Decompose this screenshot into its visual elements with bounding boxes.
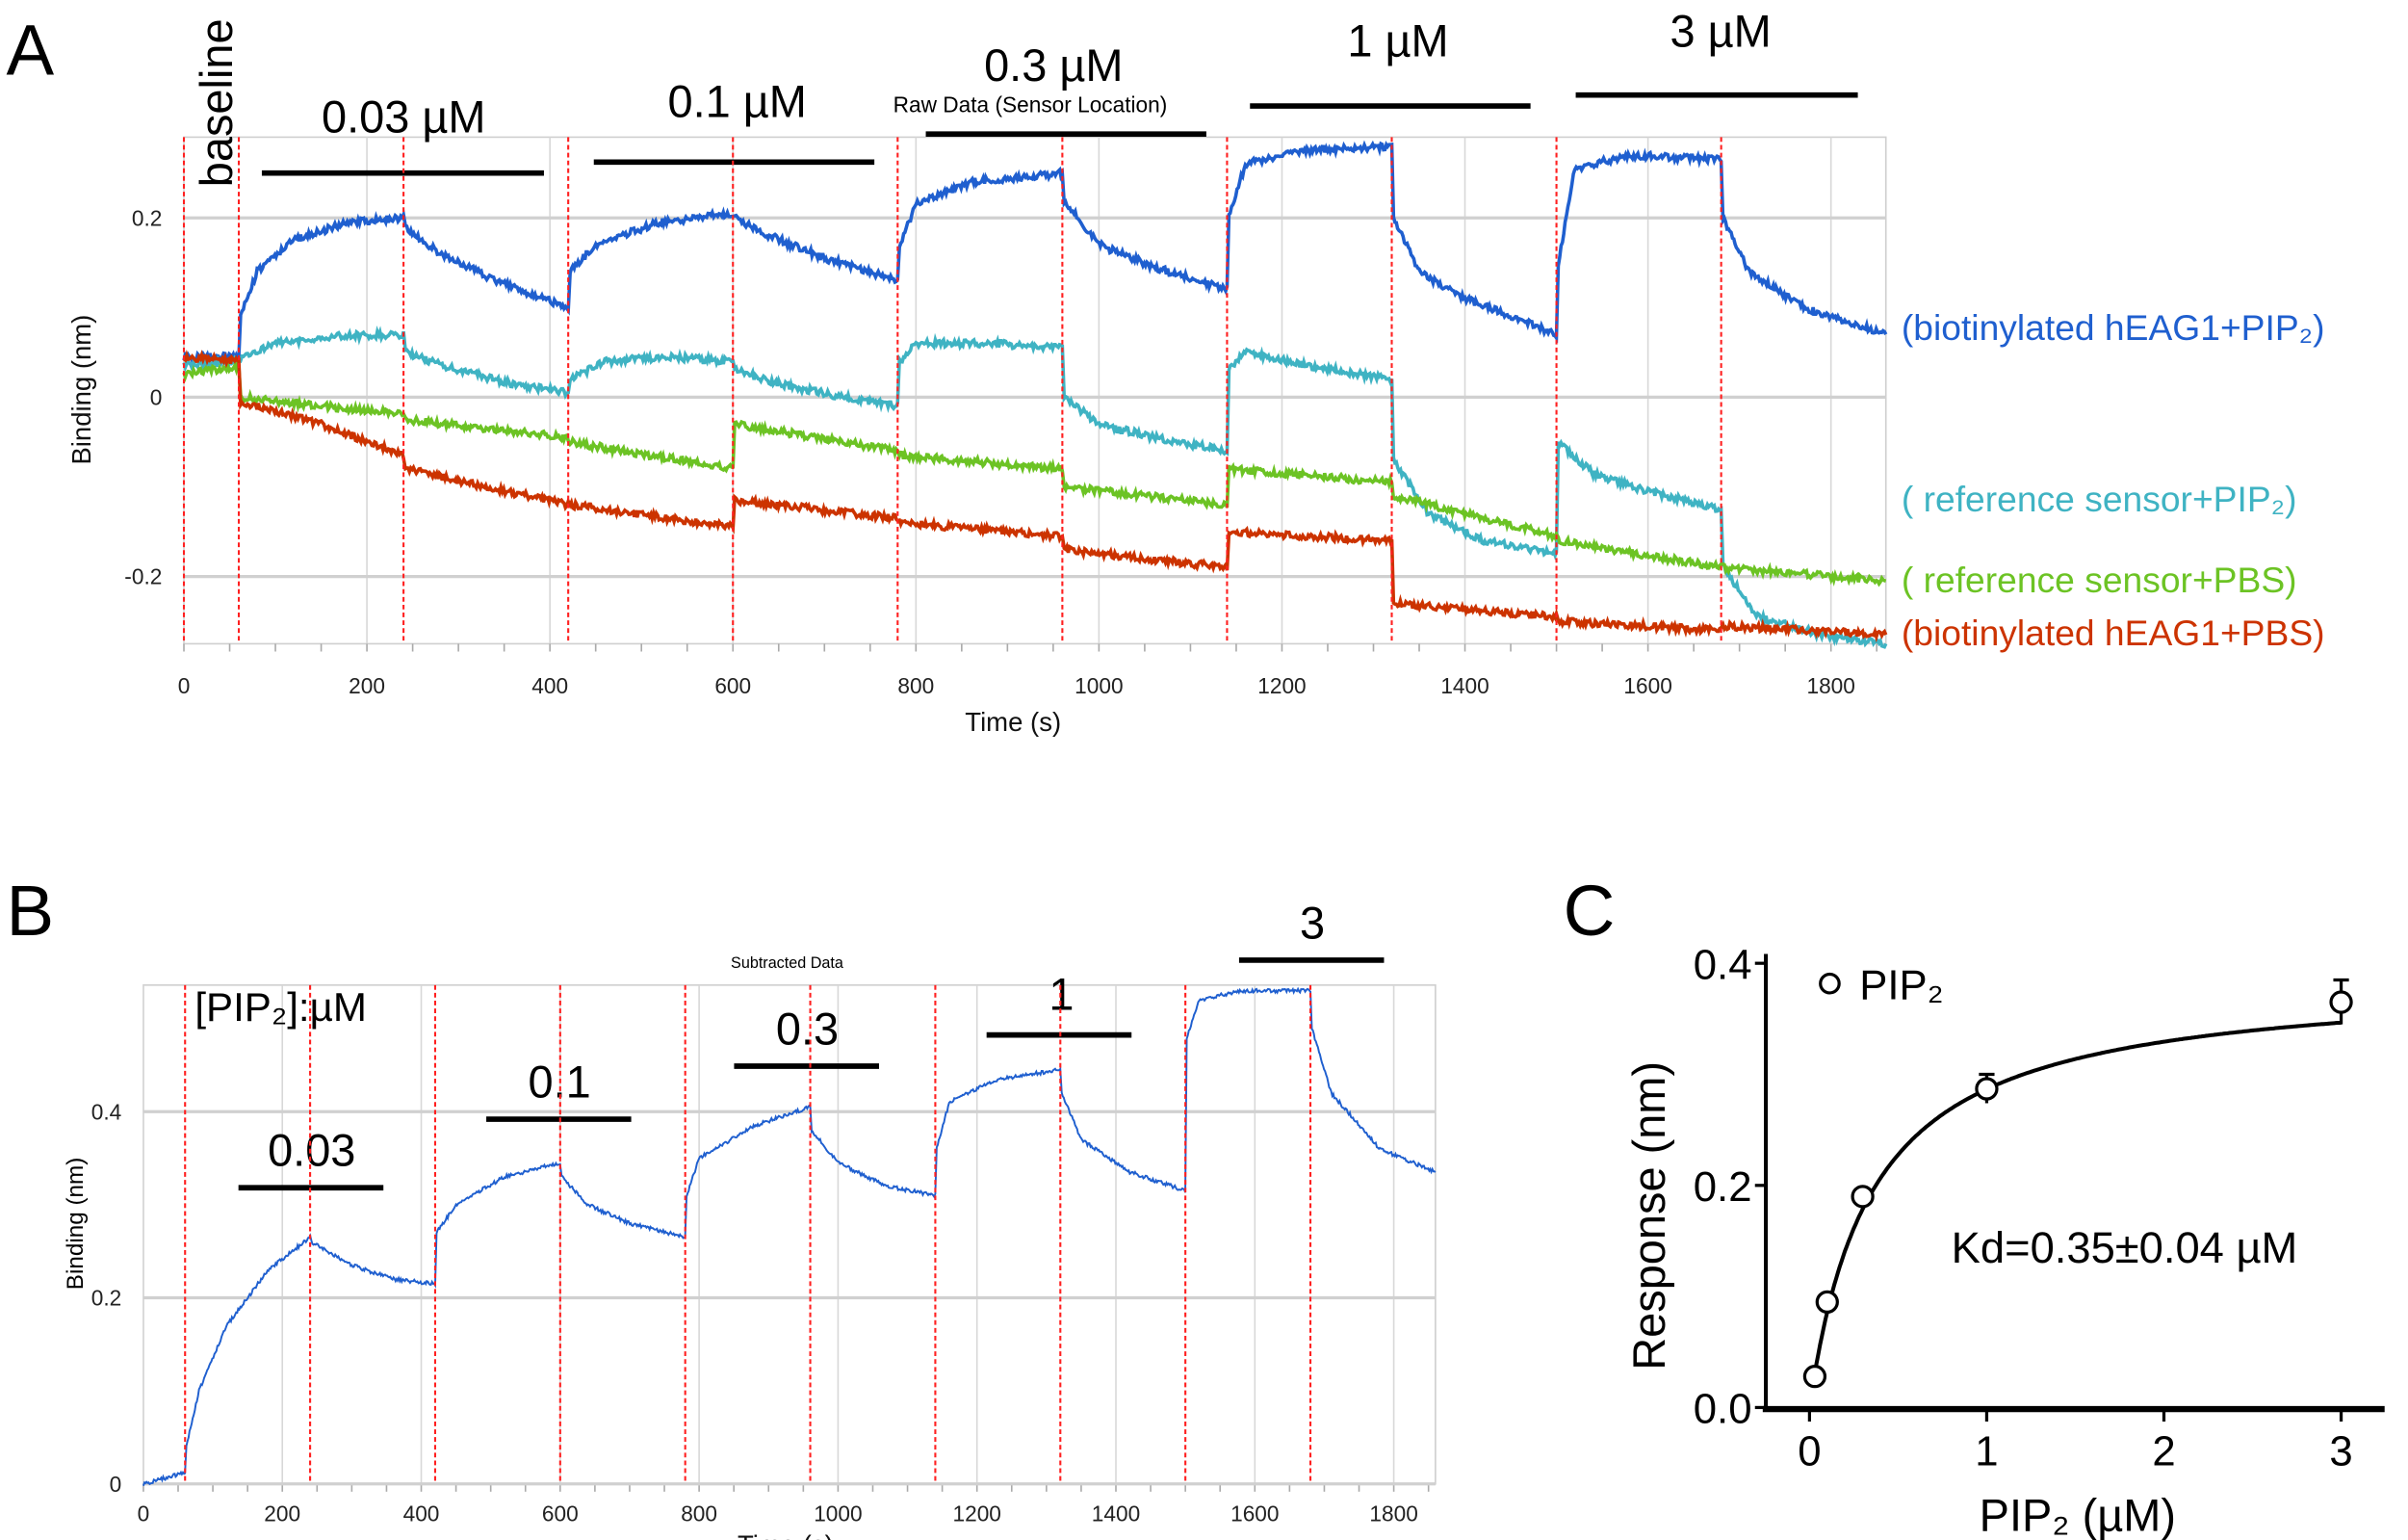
step-label-0.03: 0.03 xyxy=(268,1126,355,1176)
x-tick-label: 800 xyxy=(897,673,934,698)
y-tick-label: -0.2 xyxy=(124,564,162,589)
x-tick-label: 200 xyxy=(264,1501,300,1527)
data-point xyxy=(1815,1290,1839,1315)
step-label-1: 1 µM xyxy=(1347,15,1448,65)
y-tick-label: 0.2 xyxy=(1694,1163,1752,1211)
series-line-1 xyxy=(182,326,1888,649)
x-tick-label: 600 xyxy=(714,673,751,698)
legend-label-pip2: PIP₂ xyxy=(1859,961,1943,1008)
x-tick-label: 1600 xyxy=(1623,673,1671,698)
x-tick-label: 3 xyxy=(2329,1427,2352,1475)
kd-annotation: Kd=0.35±0.04 µM xyxy=(1952,1223,2298,1272)
data-point xyxy=(1802,1365,1827,1389)
x-tick-label: 2 xyxy=(2152,1427,2175,1475)
y-tick-label: 0.2 xyxy=(91,1286,122,1311)
x-tick-label: 1400 xyxy=(1440,673,1489,698)
fit-curve xyxy=(1812,1020,2342,1374)
panel-b-title: Subtracted Data xyxy=(731,954,843,972)
x-tick-label: 1000 xyxy=(1075,673,1123,698)
panel-b-xlabel: Time (s) xyxy=(738,1530,834,1540)
x-tick-label: 0 xyxy=(178,673,191,698)
plot-background xyxy=(142,984,1437,1492)
x-tick-label: 400 xyxy=(531,673,568,698)
legend-hEAG1-pbs: (biotinylated hEAG1+PBS) xyxy=(1902,613,2325,653)
x-tick-label: 1400 xyxy=(1092,1501,1140,1527)
panel-c-xlabel: PIP₂ (µM) xyxy=(1980,1490,2176,1540)
panel-b-chart: Subtracted Data Time (s) Binding (nm) [P… xyxy=(63,898,1437,1540)
y-tick-label: 0 xyxy=(150,384,163,409)
step-label-baseline: baseline xyxy=(192,18,242,187)
x-tick-label: 1200 xyxy=(953,1501,1001,1527)
x-tick-label: 600 xyxy=(542,1501,579,1527)
legend-ref-pip2: ( reference sensor+PIP₂) xyxy=(1902,479,2297,519)
x-tick-label: 200 xyxy=(349,673,385,698)
y-tick-label: 0.4 xyxy=(1694,941,1752,988)
step-label-0.03: 0.03 µM xyxy=(322,92,486,143)
x-tick-label: 1800 xyxy=(1806,673,1854,698)
step-label-0.3: 0.3 µM xyxy=(984,40,1123,91)
legend-hEAG1-pip2: (biotinylated hEAG1+PIP₂) xyxy=(1902,307,2325,348)
panel-label-b: B xyxy=(6,871,54,951)
step-label-0.1: 0.1 µM xyxy=(667,76,806,126)
data-point xyxy=(2329,990,2353,1014)
y-tick-label: 0.2 xyxy=(132,205,163,230)
x-tick-label: 1200 xyxy=(1257,673,1306,698)
y-tick-label: 0 xyxy=(110,1472,122,1497)
panel-label-a: A xyxy=(6,11,54,91)
x-tick-label: 1 xyxy=(1975,1427,1998,1475)
panel-c-chart: PIP₂ (µM) Response (nm) PIP₂ Kd=0.35±0.0… xyxy=(1624,941,2385,1540)
y-tick-label: 0.0 xyxy=(1694,1386,1752,1433)
legend-marker xyxy=(1819,972,1841,995)
panel-b-ylabel: Binding (nm) xyxy=(63,1158,89,1291)
plot-background xyxy=(183,136,1887,652)
x-tick-label: 400 xyxy=(403,1501,440,1527)
x-tick-label: 0 xyxy=(138,1501,150,1527)
series-line-2 xyxy=(182,357,1887,587)
data-point xyxy=(1851,1185,1875,1209)
panel-a-chart: Raw Data (Sensor Location) Time (s) Bind… xyxy=(66,7,2325,737)
x-tick-label: 1800 xyxy=(1369,1501,1417,1527)
x-tick-label: 1600 xyxy=(1230,1501,1279,1527)
series-line-0 xyxy=(182,140,1888,364)
panel-c-ylabel: Response (nm) xyxy=(1624,1061,1674,1370)
panel-label-c: C xyxy=(1564,871,1616,951)
panel-a-title: Raw Data (Sensor Location) xyxy=(893,92,1168,117)
concentration-header: [PIP₂]:µM xyxy=(194,984,367,1030)
x-tick-label: 1000 xyxy=(814,1501,862,1527)
series-line-0 xyxy=(142,986,1437,1486)
data-point xyxy=(1975,1077,1999,1101)
y-tick-label: 0.4 xyxy=(91,1099,122,1124)
legend-ref-pbs: ( reference sensor+PBS) xyxy=(1902,560,2297,600)
step-label-3: 3 µM xyxy=(1670,7,1771,57)
step-label-3: 3 xyxy=(1300,898,1325,948)
x-tick-label: 0 xyxy=(1798,1427,1821,1475)
x-tick-label: 800 xyxy=(681,1501,717,1527)
step-label-0.3: 0.3 xyxy=(776,1004,839,1054)
plot-area xyxy=(142,984,1437,1485)
panel-a-xlabel: Time (s) xyxy=(965,707,1061,737)
panel-a-ylabel: Binding (nm) xyxy=(66,315,96,465)
step-label-1: 1 xyxy=(1049,970,1074,1020)
series-line-3 xyxy=(182,349,1888,643)
plot-area xyxy=(183,136,1887,645)
